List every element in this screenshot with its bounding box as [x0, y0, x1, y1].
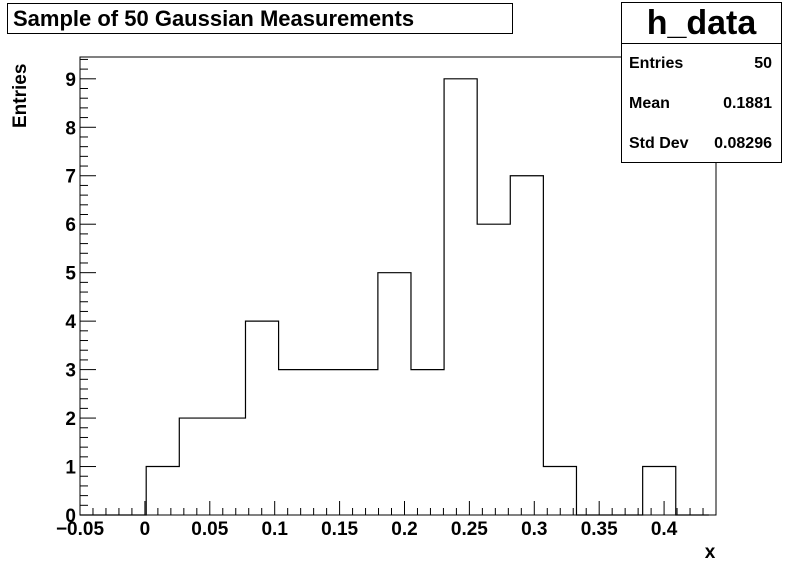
x-axis-label: x	[705, 542, 716, 563]
stats-std-value: 0.08296	[714, 135, 772, 152]
stats-mean-label: Mean	[629, 95, 670, 112]
stats-std-row: Std Dev 0.08296	[622, 124, 781, 164]
x-tick-label: 0.4	[651, 519, 678, 540]
stats-mean-row: Mean 0.1881	[622, 84, 781, 124]
y-axis: 0 1 2 3 4 5 6 7 8 9	[65, 58, 96, 527]
y-tick-label: 1	[65, 458, 76, 479]
x-tick-label: 0.2	[391, 519, 417, 540]
y-tick-label: 6	[65, 215, 76, 236]
x-tick-label: 0.35	[581, 519, 618, 540]
x-tick-label: 0.3	[521, 519, 547, 540]
x-tick-label: 0	[140, 519, 151, 540]
histogram-bars	[80, 78, 709, 516]
stats-entries-row: Entries 50	[622, 44, 781, 84]
stats-histogram-name: h_data	[622, 3, 781, 44]
x-tick-label: 0.05	[191, 519, 228, 540]
plot-frame	[79, 56, 717, 516]
y-tick-label: 9	[65, 70, 76, 91]
y-tick-label: 2	[65, 409, 76, 430]
y-axis-label: Entries	[10, 64, 31, 128]
stats-entries-label: Entries	[629, 55, 684, 72]
x-tick-label: 0.25	[451, 519, 488, 540]
y-tick-label: 3	[65, 361, 76, 382]
y-tick-label: 4	[65, 312, 76, 333]
chart-title: Sample of 50 Gaussian Measurements	[7, 3, 513, 34]
y-tick-label: 5	[65, 264, 76, 285]
y-tick-label: 7	[65, 167, 76, 188]
x-tick-label: 0.15	[321, 519, 358, 540]
stats-std-label: Std Dev	[629, 135, 689, 152]
y-tick-label: 0	[65, 506, 76, 527]
stats-mean-value: 0.1881	[723, 95, 772, 112]
x-tick-label: 0.1	[261, 519, 288, 540]
stats-entries-value: 50	[754, 55, 772, 72]
stats-box: h_data Entries 50 Mean 0.1881 Std Dev 0.…	[621, 2, 782, 163]
y-tick-label: 8	[65, 118, 76, 139]
x-tick-label: −0.05	[56, 519, 105, 540]
x-axis: −0.05 0 0.05 0.1 0.15 0.2 0.25 0.3 0.35 0.4	[56, 501, 717, 540]
